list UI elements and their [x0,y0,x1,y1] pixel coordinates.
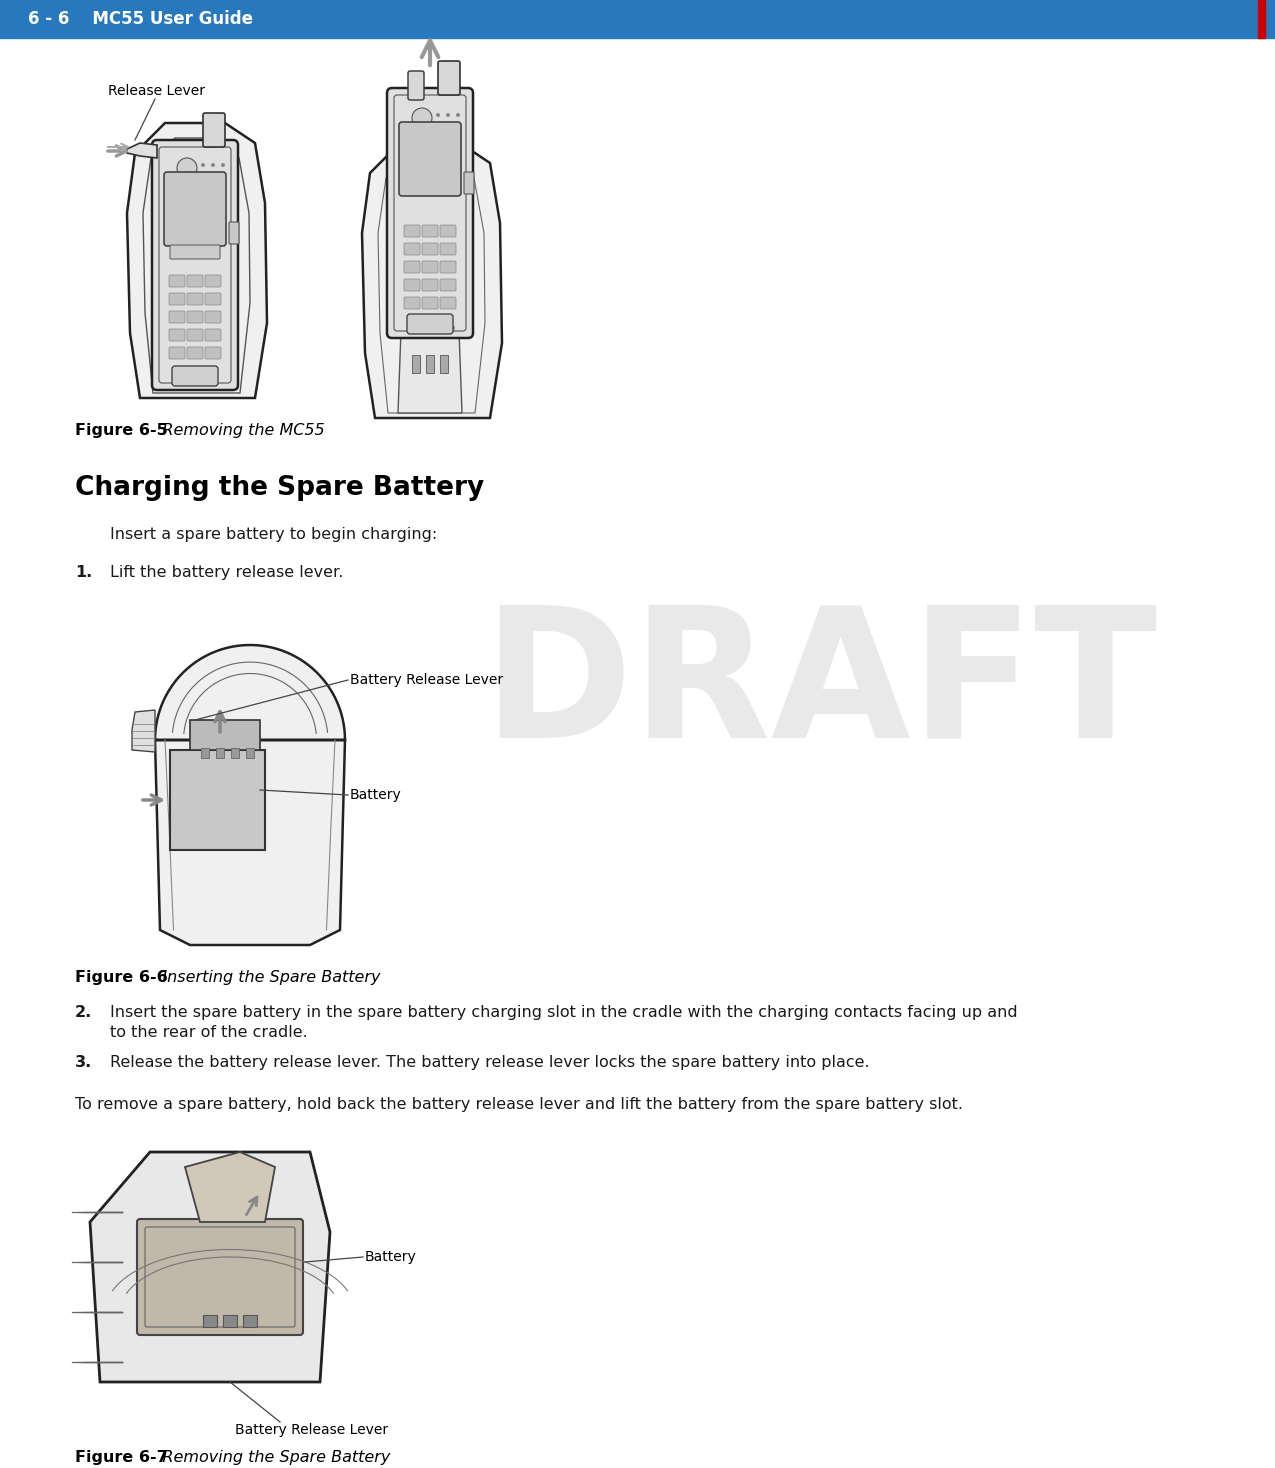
Text: 3.: 3. [75,1055,92,1070]
FancyBboxPatch shape [170,275,185,288]
FancyBboxPatch shape [205,346,221,360]
Bar [203,1315,217,1327]
Bar [246,749,254,757]
FancyBboxPatch shape [187,275,203,288]
Text: Removing the Spare Battery: Removing the Spare Battery [147,1450,390,1465]
FancyBboxPatch shape [404,225,419,236]
Text: to the rear of the cradle.: to the rear of the cradle. [110,1025,307,1039]
Bar [1258,0,1265,38]
FancyBboxPatch shape [187,346,203,360]
Text: Figure 6-7: Figure 6-7 [75,1450,168,1465]
FancyBboxPatch shape [205,275,221,288]
Polygon shape [170,750,265,850]
FancyBboxPatch shape [440,225,456,236]
Polygon shape [91,1152,330,1381]
Circle shape [210,163,215,167]
Circle shape [177,159,198,178]
FancyBboxPatch shape [172,366,218,386]
FancyBboxPatch shape [404,244,419,255]
FancyBboxPatch shape [388,88,473,338]
FancyBboxPatch shape [136,1218,303,1334]
FancyBboxPatch shape [422,261,439,273]
Polygon shape [128,123,266,398]
FancyBboxPatch shape [170,311,185,323]
FancyBboxPatch shape [464,172,474,194]
FancyBboxPatch shape [440,279,456,291]
FancyBboxPatch shape [440,244,456,255]
Bar [223,1315,237,1327]
Bar [440,355,448,373]
FancyBboxPatch shape [170,294,185,305]
Text: DRAFT: DRAFT [482,600,1158,777]
Text: Removing the MC55: Removing the MC55 [147,423,325,437]
FancyBboxPatch shape [187,294,203,305]
Circle shape [436,113,440,117]
Text: Figure 6-5: Figure 6-5 [75,423,168,437]
Bar [412,355,419,373]
Text: To remove a spare battery, hold back the battery release lever and lift the batt: To remove a spare battery, hold back the… [75,1097,963,1111]
FancyBboxPatch shape [422,244,439,255]
FancyBboxPatch shape [230,222,238,244]
FancyBboxPatch shape [399,122,462,197]
Bar [201,749,209,757]
Bar [215,749,224,757]
FancyBboxPatch shape [440,261,456,273]
Bar [231,749,238,757]
FancyBboxPatch shape [408,70,425,100]
Polygon shape [398,302,462,413]
FancyBboxPatch shape [170,329,185,341]
Text: Insert the spare battery in the spare battery charging slot in the cradle with t: Insert the spare battery in the spare ba… [110,1006,1017,1020]
FancyBboxPatch shape [404,261,419,273]
Circle shape [449,324,455,330]
FancyBboxPatch shape [205,311,221,323]
FancyBboxPatch shape [422,225,439,236]
FancyBboxPatch shape [203,113,224,147]
Polygon shape [128,142,157,159]
FancyBboxPatch shape [187,329,203,341]
Polygon shape [143,138,250,393]
FancyBboxPatch shape [152,139,238,390]
FancyBboxPatch shape [170,346,185,360]
Circle shape [456,113,460,117]
FancyBboxPatch shape [205,294,221,305]
Bar [0,0,1275,38]
Polygon shape [156,644,346,945]
FancyBboxPatch shape [170,245,221,258]
FancyBboxPatch shape [404,297,419,308]
Polygon shape [190,719,260,750]
Text: Battery: Battery [365,1249,417,1264]
Text: Release Lever: Release Lever [108,84,205,98]
Text: Lift the battery release lever.: Lift the battery release lever. [110,565,343,580]
Bar [426,355,434,373]
Bar [244,1315,258,1327]
FancyBboxPatch shape [187,311,203,323]
Text: 2.: 2. [75,1006,92,1020]
Polygon shape [377,159,484,413]
FancyBboxPatch shape [440,297,456,308]
Circle shape [446,113,450,117]
Text: Battery: Battery [351,788,402,802]
Polygon shape [362,142,502,418]
Text: 1.: 1. [75,565,92,580]
FancyBboxPatch shape [205,329,221,341]
Text: Charging the Spare Battery: Charging the Spare Battery [75,476,484,501]
FancyBboxPatch shape [164,172,226,247]
Circle shape [221,163,224,167]
FancyBboxPatch shape [407,314,453,335]
Text: 6 - 6    MC55 User Guide: 6 - 6 MC55 User Guide [28,10,252,28]
FancyBboxPatch shape [422,297,439,308]
FancyBboxPatch shape [439,62,460,95]
Text: Inserting the Spare Battery: Inserting the Spare Battery [147,970,380,985]
FancyBboxPatch shape [404,279,419,291]
FancyBboxPatch shape [422,279,439,291]
Polygon shape [133,711,156,752]
Circle shape [412,109,432,128]
Circle shape [201,163,205,167]
Text: Figure 6-6: Figure 6-6 [75,970,168,985]
Text: Release the battery release lever. The battery release lever locks the spare bat: Release the battery release lever. The b… [110,1055,870,1070]
Text: Insert a spare battery to begin charging:: Insert a spare battery to begin charging… [110,527,437,542]
Polygon shape [185,1152,275,1221]
Text: Battery Release Lever: Battery Release Lever [351,672,504,687]
Text: Battery Release Lever: Battery Release Lever [235,1422,388,1437]
